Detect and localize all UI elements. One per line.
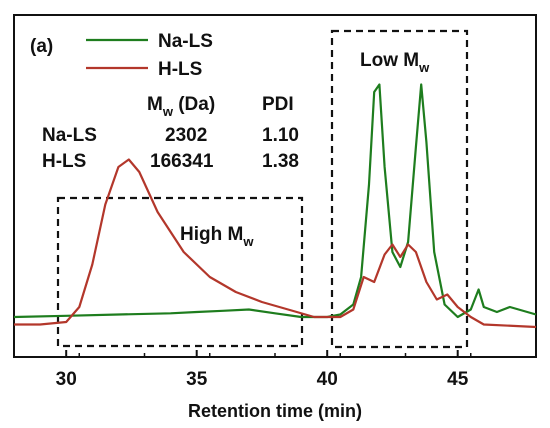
x-axis-ticks: 30 35 40 45 <box>13 350 537 390</box>
table-row-name-na-ls: Na-LS <box>42 125 97 146</box>
table-header-mw: Mw (Da) <box>147 94 215 119</box>
low-mw-box <box>330 29 469 349</box>
table-row-pdi-h-ls: 1.38 <box>262 151 299 172</box>
x-tick-label: 40 <box>317 369 338 390</box>
high-mw-box <box>56 196 304 348</box>
x-axis-label: Retention time (min) <box>188 401 362 421</box>
table-row-mw-h-ls: 166341 <box>150 151 214 172</box>
legend-label-h-ls: H-LS <box>158 59 202 80</box>
annotation-low-mw: Low Mw <box>360 50 430 75</box>
annotation-high-mw: High Mw <box>180 224 254 249</box>
table-row-name-h-ls: H-LS <box>42 151 86 172</box>
x-tick-label: 30 <box>56 369 77 390</box>
panel-label: (a) <box>30 36 53 57</box>
series-lines <box>13 83 537 329</box>
legend-label-na-ls: Na-LS <box>158 31 213 52</box>
series-line-na-ls <box>13 83 537 319</box>
table-header-pdi: PDI <box>262 94 294 115</box>
table-row-mw-na-ls: 2302 <box>165 125 207 146</box>
table-row-pdi-na-ls: 1.10 <box>262 125 299 146</box>
x-tick-label: 35 <box>186 369 208 390</box>
x-tick-label: 45 <box>447 369 469 390</box>
series-line-h-ls <box>14 158 537 329</box>
